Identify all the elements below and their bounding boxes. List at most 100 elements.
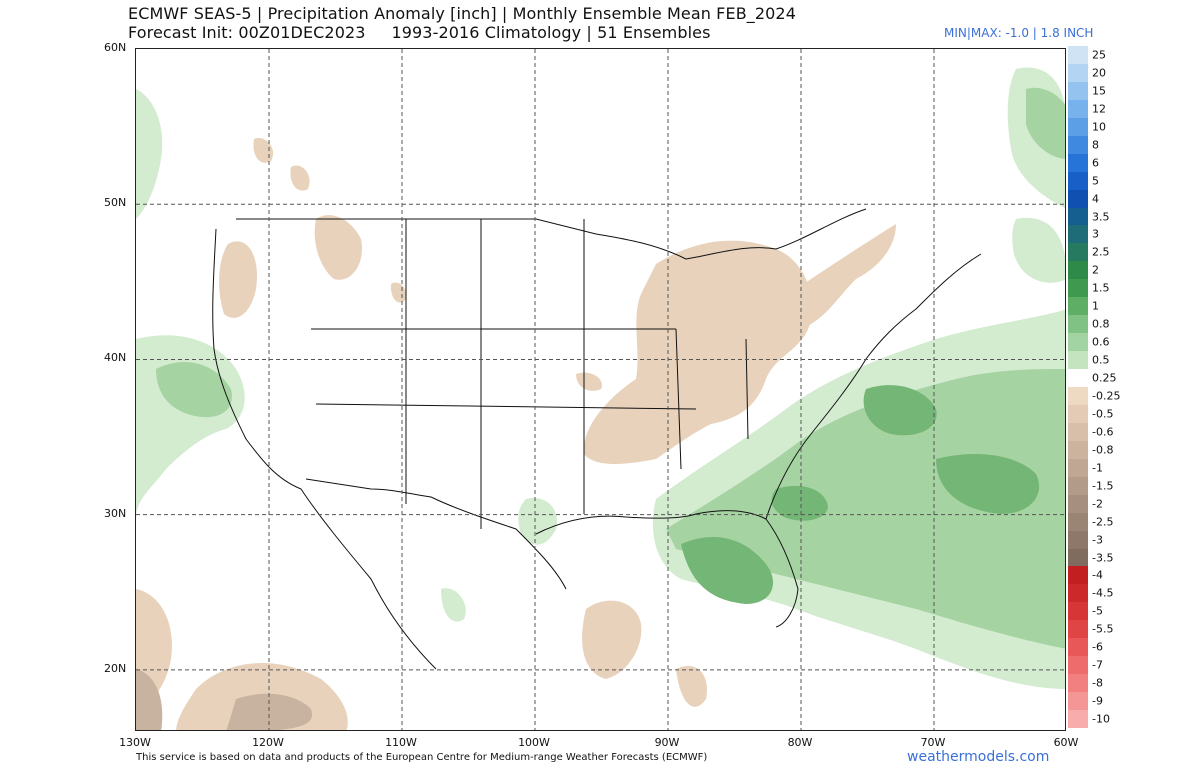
wet-region-bc-coast xyxy=(136,89,163,219)
legend-swatch xyxy=(1068,387,1088,405)
dry-region-montana xyxy=(390,282,407,303)
legend-label: 12 xyxy=(1092,102,1106,116)
legend-label: 3.5 xyxy=(1092,210,1110,223)
dry-region-canada-2 xyxy=(290,165,310,191)
legend-swatch xyxy=(1068,189,1088,208)
legend-label: 25 xyxy=(1092,48,1106,62)
state-line-5 xyxy=(315,403,697,410)
legend-label: -3 xyxy=(1092,533,1103,547)
lon-label: 110W xyxy=(385,736,417,749)
legend-label: -6 xyxy=(1092,640,1103,654)
lat-label: 50N xyxy=(104,196,127,210)
lon-label: 80W xyxy=(787,736,813,749)
legend-swatch xyxy=(1068,530,1088,549)
legend-swatch xyxy=(1068,638,1088,657)
legend-swatch xyxy=(1068,656,1088,675)
legend-label: -10 xyxy=(1092,712,1110,726)
legend-swatch xyxy=(1068,243,1088,262)
dry-region-gulf-mexico xyxy=(582,600,642,679)
wet-region-baja xyxy=(441,588,466,622)
state-line-6 xyxy=(675,328,682,470)
legend-swatch xyxy=(1068,261,1088,280)
legend-label: -0.8 xyxy=(1092,443,1114,457)
legend-label: -0.6 xyxy=(1092,425,1114,439)
legend-label: 10 xyxy=(1092,120,1106,134)
us-mexico-border xyxy=(305,478,567,590)
site-link[interactable]: weathermodels.com xyxy=(907,749,1050,765)
legend-label: 15 xyxy=(1092,84,1106,98)
legend-swatch xyxy=(1068,440,1088,459)
legend-label: -4 xyxy=(1092,568,1103,582)
legend-swatch xyxy=(1068,81,1088,100)
legend-label: 4 xyxy=(1092,192,1099,206)
legend-swatch xyxy=(1068,135,1088,154)
map-frame xyxy=(135,48,1066,731)
legend-label: -7 xyxy=(1092,658,1103,672)
map-subtitle: Forecast Init: 00Z01DEC2023 1993-2016 Cl… xyxy=(128,23,711,42)
legend-swatch xyxy=(1068,494,1088,513)
legend-label: 20 xyxy=(1092,66,1106,80)
pacific-coastline xyxy=(212,228,437,670)
legend-label: 1 xyxy=(1092,299,1099,313)
legend-label: -4.5 xyxy=(1092,586,1114,600)
legend-swatch xyxy=(1068,315,1088,334)
state-line-7 xyxy=(745,338,749,440)
legend-swatch xyxy=(1068,297,1088,316)
legend-swatch xyxy=(1068,333,1088,352)
dry-region-ozarks xyxy=(576,372,602,391)
wet-anomaly-strong xyxy=(681,385,1040,604)
legend-swatch xyxy=(1068,710,1088,729)
legend-label: 2 xyxy=(1092,263,1099,277)
dry-region-northern-rockies xyxy=(314,215,362,280)
legend-swatch xyxy=(1068,620,1088,639)
dry-core-regions xyxy=(136,669,312,730)
legend-swatch xyxy=(1068,422,1088,441)
legend-label: -0.5 xyxy=(1092,407,1114,421)
legend-label: 0.6 xyxy=(1092,335,1110,349)
legend-swatch xyxy=(1068,512,1088,531)
geographic-boundaries xyxy=(212,208,982,670)
lon-label: 90W xyxy=(654,736,680,749)
legend-swatch xyxy=(1068,369,1088,388)
lat-label: 20N xyxy=(104,661,127,675)
minmax-readout: MIN|MAX: -1.0 | 1.8 INCH xyxy=(944,26,1094,40)
legend-label: -0.25 xyxy=(1092,389,1121,403)
legend-label: -2.5 xyxy=(1092,515,1114,529)
lon-label: 60W xyxy=(1053,736,1079,749)
lat-label: 60N xyxy=(104,41,127,54)
lon-label: 100W xyxy=(518,736,550,749)
legend-swatch xyxy=(1068,548,1088,567)
dry-region-idaho xyxy=(219,241,257,318)
legend-swatch xyxy=(1068,602,1088,621)
legend-swatch xyxy=(1068,225,1088,244)
legend-swatch xyxy=(1068,458,1088,477)
dry-region-canada-1 xyxy=(253,138,274,163)
us-canada-border xyxy=(236,208,867,260)
legend-swatch xyxy=(1068,476,1088,495)
lat-label: 30N xyxy=(104,506,127,520)
legend-label: 6 xyxy=(1092,156,1099,170)
legend-swatch xyxy=(1068,674,1088,693)
legend-label: 5 xyxy=(1092,174,1099,188)
wet-region-texas-coast xyxy=(518,498,557,545)
legend-label: -2 xyxy=(1092,497,1103,511)
legend-swatch xyxy=(1068,153,1088,172)
wet-anomaly-medium xyxy=(156,87,1065,649)
legend-label: -1 xyxy=(1092,461,1103,475)
legend-swatch xyxy=(1068,171,1088,190)
precip-anomaly-map xyxy=(136,49,1065,730)
legend-swatch xyxy=(1068,404,1088,423)
lat-lon-grid xyxy=(136,49,1065,730)
legend-swatch xyxy=(1068,99,1088,118)
legend-label: -9 xyxy=(1092,694,1103,708)
lon-label: 70W xyxy=(920,736,946,749)
lat-label: 40N xyxy=(104,351,127,365)
legend-swatch xyxy=(1068,46,1088,64)
legend-label: 8 xyxy=(1092,138,1099,152)
lon-label: 130W xyxy=(119,736,151,749)
legend-swatch xyxy=(1068,279,1088,298)
wet-region-maritime xyxy=(1012,217,1065,283)
legend-label: 0.25 xyxy=(1092,371,1117,385)
legend-label: -5.5 xyxy=(1092,622,1114,636)
legend-swatch xyxy=(1068,117,1088,136)
